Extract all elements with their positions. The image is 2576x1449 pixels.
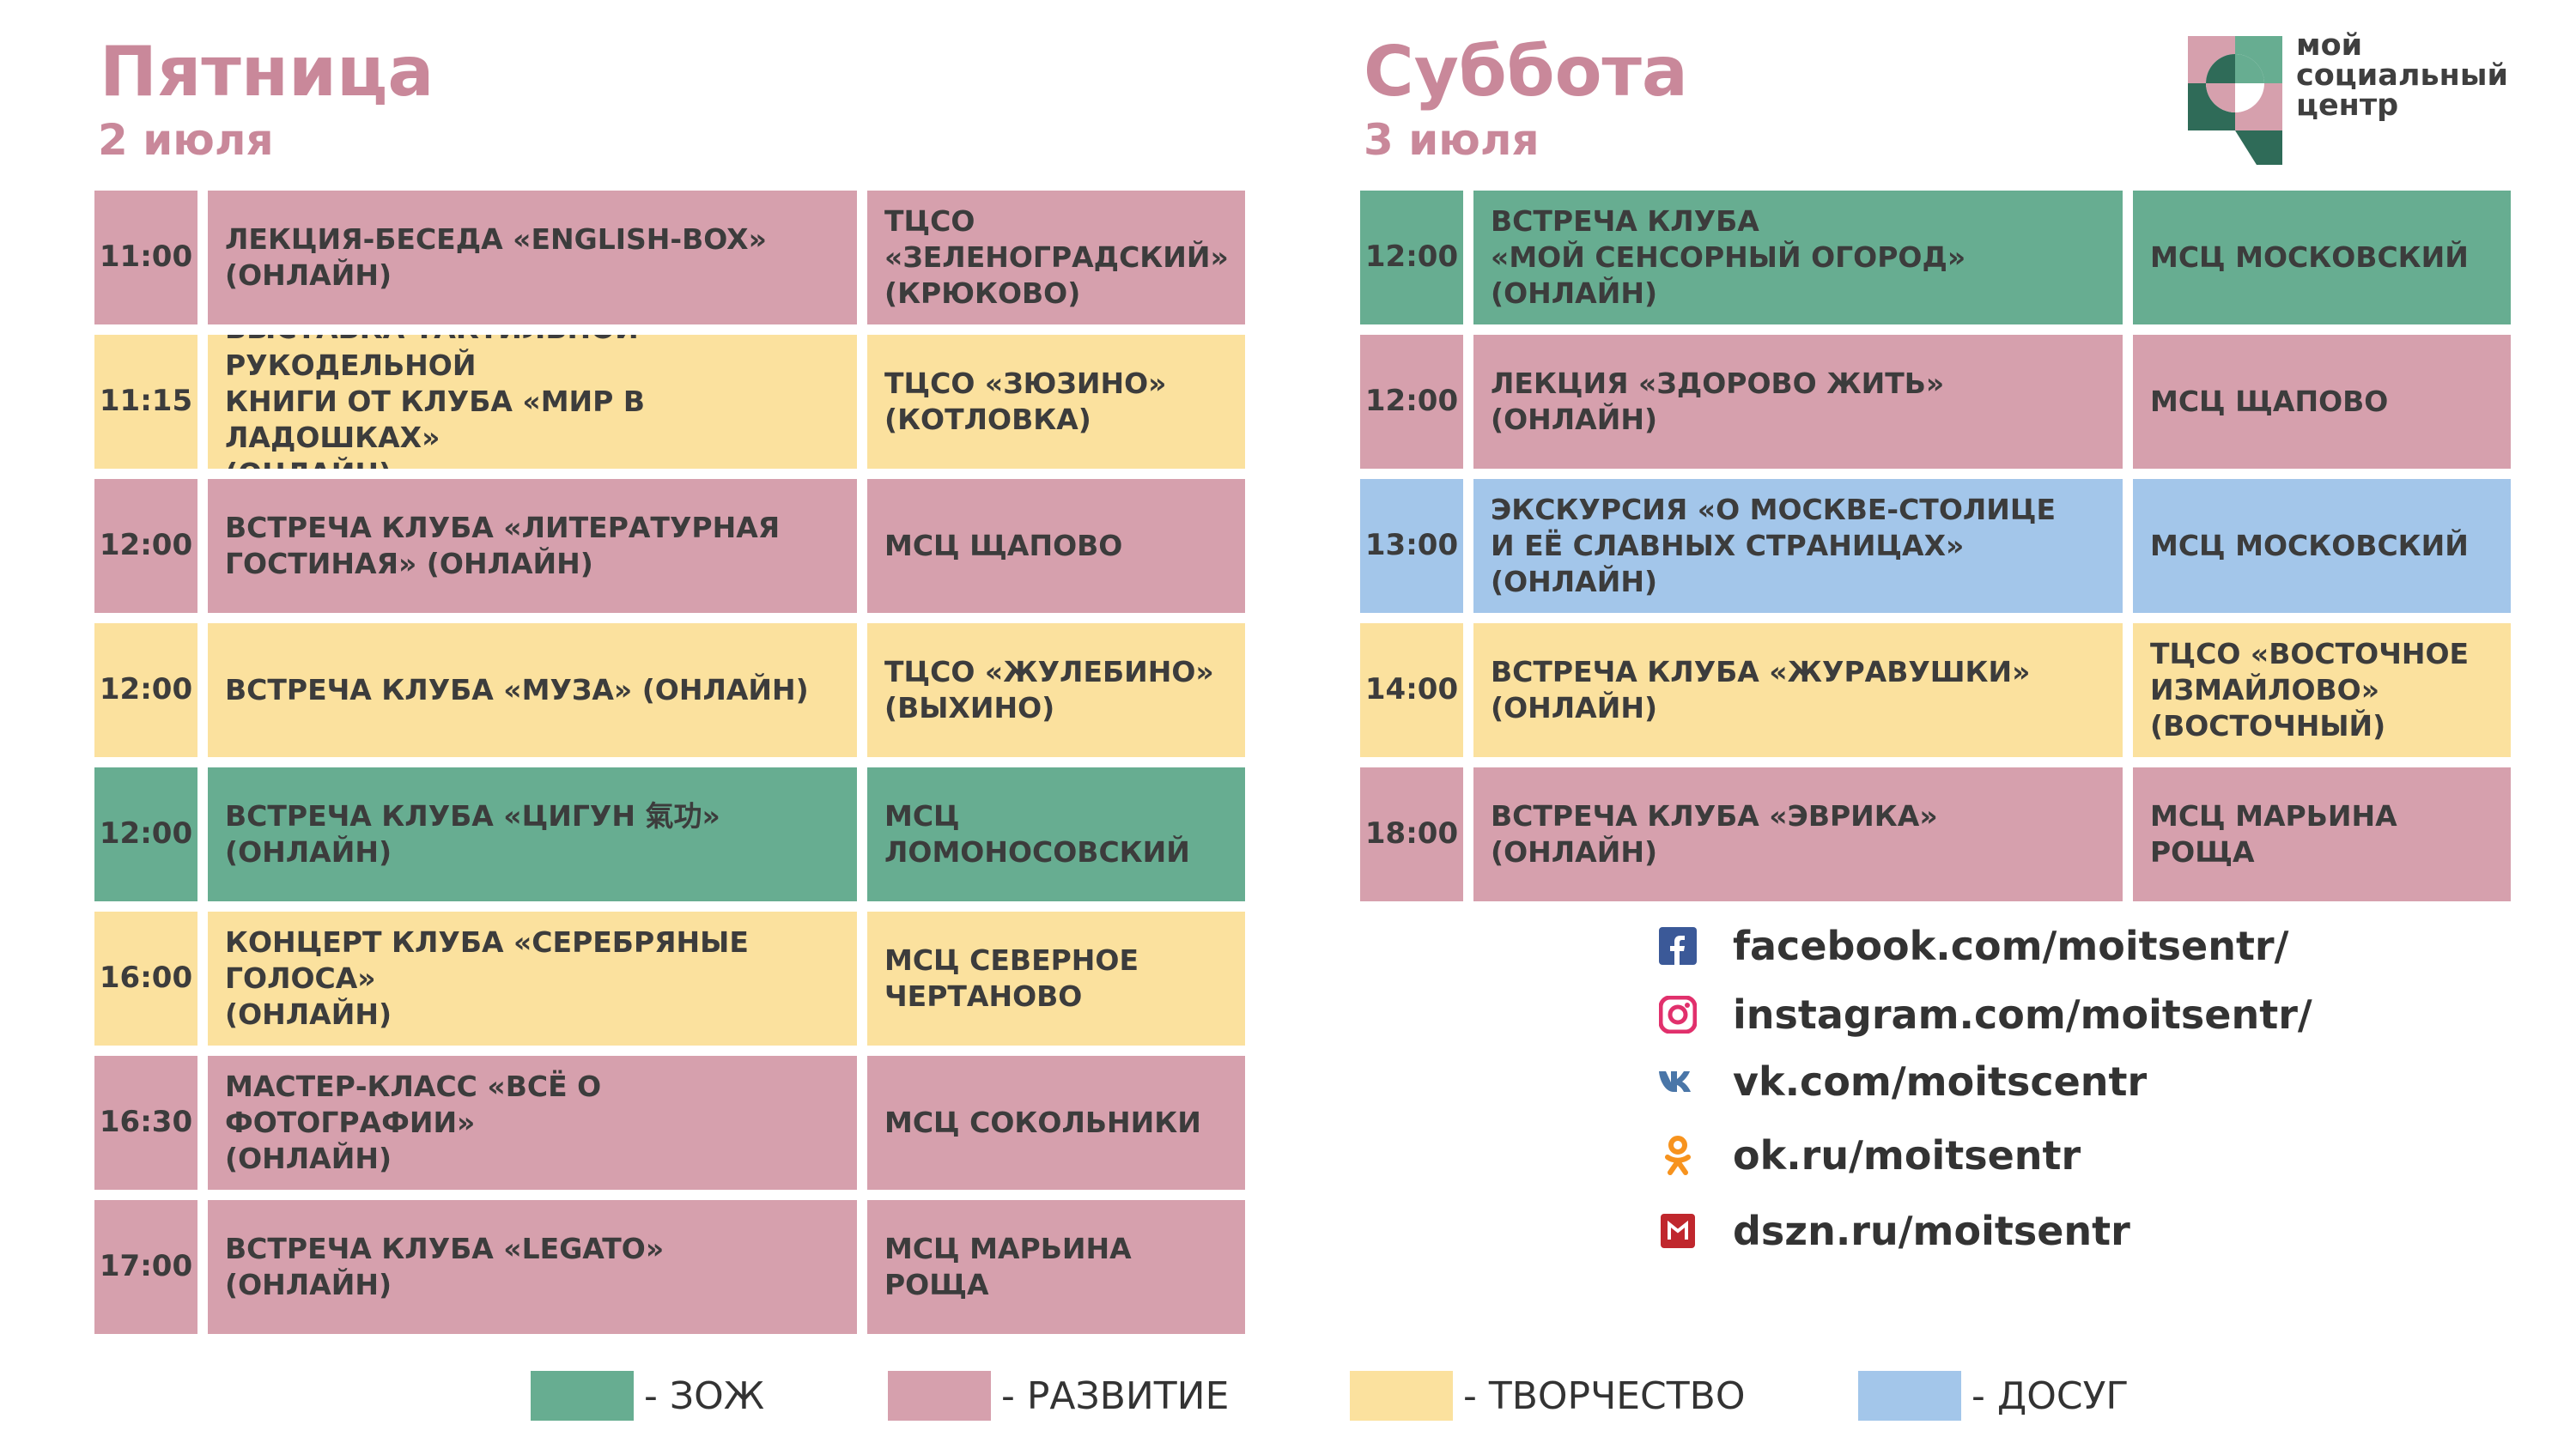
event-title: ВСТРЕЧА КЛУБА «ЭВРИКА» (ОНЛАЙН) <box>1473 767 2123 901</box>
event-time: 16:30 <box>94 1056 197 1190</box>
event-time: 12:00 <box>94 767 197 901</box>
schedule-row: 12:00 ВСТРЕЧА КЛУБА «МОЙ СЕНСОРНЫЙ ОГОРОД… <box>1360 191 2511 324</box>
legend-item-dosug: - ДОСУГ <box>1858 1371 2129 1421</box>
vk-icon <box>1657 1061 1698 1102</box>
legend-swatch-dosug <box>1858 1371 1961 1421</box>
legend-swatch-razvitie <box>888 1371 991 1421</box>
event-time: 11:15 <box>94 335 197 469</box>
event-place: ТЦСО «ЖУЛЕБИНО» (ВЫХИНО) <box>867 623 1245 757</box>
event-title: ВСТРЕЧА КЛУБА «ЦИГУН 氣功» (ОНЛАЙН) <box>208 767 857 901</box>
event-time: 12:00 <box>1360 191 1463 324</box>
legend-label-dosug: - ДОСУГ <box>1971 1373 2129 1418</box>
link-ok[interactable]: ok.ru/moitsentr <box>1657 1132 2081 1179</box>
schedule-row: 16:00 КОНЦЕРТ КЛУБА «СЕРЕБРЯНЫЕ ГОЛОСА» (… <box>94 912 1245 1046</box>
event-place: МСЦ МАРЬИНА РОЩА <box>2133 767 2511 901</box>
event-title: ВЫСТАВКА ТАКТИЛЬНОЙ РУКОДЕЛЬНОЙ КНИГИ ОТ… <box>208 335 857 469</box>
schedule-row: 16:30 МАСТЕР-КЛАСС «ВСЁ О ФОТОГРАФИИ» (ОН… <box>94 1056 1245 1190</box>
event-time: 13:00 <box>1360 479 1463 613</box>
event-place: МСЦ ЛОМОНОСОВСКИЙ <box>867 767 1245 901</box>
event-place: ТЦСО «ЗЕЛЕНОГРАДСКИЙ» (КРЮКОВО) <box>867 191 1245 324</box>
dszn-icon <box>1657 1210 1698 1252</box>
saturday-date: 3 июля <box>1364 115 1540 165</box>
legend: - ЗОЖ - РАЗВИТИЕ - ТВОРЧЕСТВО - ДОСУГ <box>0 1371 2576 1422</box>
legend-swatch-tvorchestvo <box>1350 1371 1453 1421</box>
event-time: 14:00 <box>1360 623 1463 757</box>
legend-label-razvitie: - РАЗВИТИЕ <box>1001 1373 1230 1418</box>
schedule-row: 12:00 ВСТРЕЧА КЛУБА «ЦИГУН 氣功» (ОНЛАЙН) МС… <box>94 767 1245 901</box>
event-place: МСЦ МАРЬИНА РОЩА <box>867 1200 1245 1334</box>
event-title: КОНЦЕРТ КЛУБА «СЕРЕБРЯНЫЕ ГОЛОСА» (ОНЛАЙ… <box>208 912 857 1046</box>
friday-title: Пятница <box>100 32 434 112</box>
event-place: МСЦ ЩАПОВО <box>867 479 1245 613</box>
link-ok-text: ok.ru/moitsentr <box>1733 1132 2081 1179</box>
legend-label-zozh: - ЗОЖ <box>644 1373 765 1418</box>
schedule-row: 12:00 ВСТРЕЧА КЛУБА «ЛИТЕРАТУРНАЯ ГОСТИНА… <box>94 479 1245 613</box>
logo-line-2: социальный <box>2296 58 2508 93</box>
schedule-row: 12:00 ЛЕКЦИЯ «ЗДОРОВО ЖИТЬ» (ОНЛАЙН) МСЦ Щ… <box>1360 335 2511 469</box>
schedule-row: 11:00 ЛЕКЦИЯ-БЕСЕДА «ENGLISH-BOX» (ОНЛАЙН… <box>94 191 1245 324</box>
logo-line-3: центр <box>2296 88 2399 123</box>
legend-item-tvorchestvo: - ТВОРЧЕСТВО <box>1350 1371 1745 1421</box>
legend-swatch-zozh <box>531 1371 634 1421</box>
event-title: ЛЕКЦИЯ «ЗДОРОВО ЖИТЬ» (ОНЛАЙН) <box>1473 335 2123 469</box>
event-place: ТЦСО «ЗЮЗИНО» (КОТЛОВКА) <box>867 335 1245 469</box>
logo-line-1: мой <box>2296 28 2363 63</box>
schedule-row: 11:15ВЫСТАВКА ТАКТИЛЬНОЙ РУКОДЕЛЬНОЙ КНИ… <box>94 335 1245 469</box>
event-place: МСЦ СЕВЕРНОЕ ЧЕРТАНОВО <box>867 912 1245 1046</box>
link-dszn-text: dszn.ru/moitsentr <box>1733 1208 2130 1254</box>
logo-text: мой социальный центр <box>2296 31 2508 121</box>
link-instagram-text: instagram.com/moitsentr/ <box>1733 991 2312 1038</box>
saturday-title: Суббота <box>1364 32 1688 112</box>
legend-item-zozh: - ЗОЖ <box>531 1371 764 1421</box>
event-title: МАСТЕР-КЛАСС «ВСЁ О ФОТОГРАФИИ» (ОНЛАЙН) <box>208 1056 857 1190</box>
event-time: 11:00 <box>94 191 197 324</box>
event-title: ЭКСКУРСИЯ «О МОСКВЕ-СТОЛИЦЕ И ЕЁ СЛАВНЫХ… <box>1473 479 2123 613</box>
event-time: 12:00 <box>94 479 197 613</box>
event-time: 12:00 <box>1360 335 1463 469</box>
event-place: МСЦ МОСКОВСКИЙ <box>2133 191 2511 324</box>
event-place: ТЦСО «ВОСТОЧНОЕ ИЗМАЙЛОВО» (ВОСТОЧНЫЙ) <box>2133 623 2511 757</box>
instagram-icon <box>1657 994 1698 1035</box>
schedule-row: 13:00 ЭКСКУРСИЯ «О МОСКВЕ-СТОЛИЦЕ И ЕЁ СЛ… <box>1360 479 2511 613</box>
link-instagram[interactable]: instagram.com/moitsentr/ <box>1657 991 2312 1038</box>
link-vk[interactable]: vk.com/moitscentr <box>1657 1058 2147 1105</box>
schedule-row: 18:00 ВСТРЕЧА КЛУБА «ЭВРИКА» (ОНЛАЙН) МСЦ … <box>1360 767 2511 901</box>
facebook-icon <box>1657 925 1698 967</box>
event-time: 16:00 <box>94 912 197 1046</box>
schedule-row: 12:00 ВСТРЕЧА КЛУБА «МУЗА» (ОНЛАЙН) ТЦСО «… <box>94 623 1245 757</box>
link-vk-text: vk.com/moitscentr <box>1733 1058 2148 1105</box>
link-facebook-text: facebook.com/moitsentr/ <box>1733 923 2289 969</box>
link-facebook[interactable]: facebook.com/moitsentr/ <box>1657 923 2288 969</box>
event-title: ЛЕКЦИЯ-БЕСЕДА «ENGLISH-BOX» (ОНЛАЙН) <box>208 191 857 324</box>
event-title: ВСТРЕЧА КЛУБА «LEGATO» (ОНЛАЙН) <box>208 1200 857 1334</box>
event-place: МСЦ СОКОЛЬНИКИ <box>867 1056 1245 1190</box>
logo-icon <box>2188 36 2282 165</box>
event-place: МСЦ ЩАПОВО <box>2133 335 2511 469</box>
event-time: 18:00 <box>1360 767 1463 901</box>
friday-date: 2 июля <box>98 115 274 165</box>
legend-item-razvitie: - РАЗВИТИЕ <box>888 1371 1229 1421</box>
ok-icon <box>1657 1135 1698 1176</box>
link-dszn[interactable]: dszn.ru/moitsentr <box>1657 1208 2130 1254</box>
legend-label-tvorchestvo: - ТВОРЧЕСТВО <box>1463 1373 1746 1418</box>
event-title: ВСТРЕЧА КЛУБА «ЖУРАВУШКИ» (ОНЛАЙН) <box>1473 623 2123 757</box>
event-title: ВСТРЕЧА КЛУБА «МУЗА» (ОНЛАЙН) <box>208 623 857 757</box>
event-place: МСЦ МОСКОВСКИЙ <box>2133 479 2511 613</box>
event-time: 17:00 <box>94 1200 197 1334</box>
event-title: ВСТРЕЧА КЛУБА «МОЙ СЕНСОРНЫЙ ОГОРОД» (ОН… <box>1473 191 2123 324</box>
event-time: 12:00 <box>94 623 197 757</box>
event-title: ВСТРЕЧА КЛУБА «ЛИТЕРАТУРНАЯ ГОСТИНАЯ» (О… <box>208 479 857 613</box>
schedule-row: 17:00 ВСТРЕЧА КЛУБА «LEGATO» (ОНЛАЙН) МСЦ … <box>94 1200 1245 1334</box>
schedule-row: 14:00 ВСТРЕЧА КЛУБА «ЖУРАВУШКИ» (ОНЛАЙН) Т… <box>1360 623 2511 757</box>
